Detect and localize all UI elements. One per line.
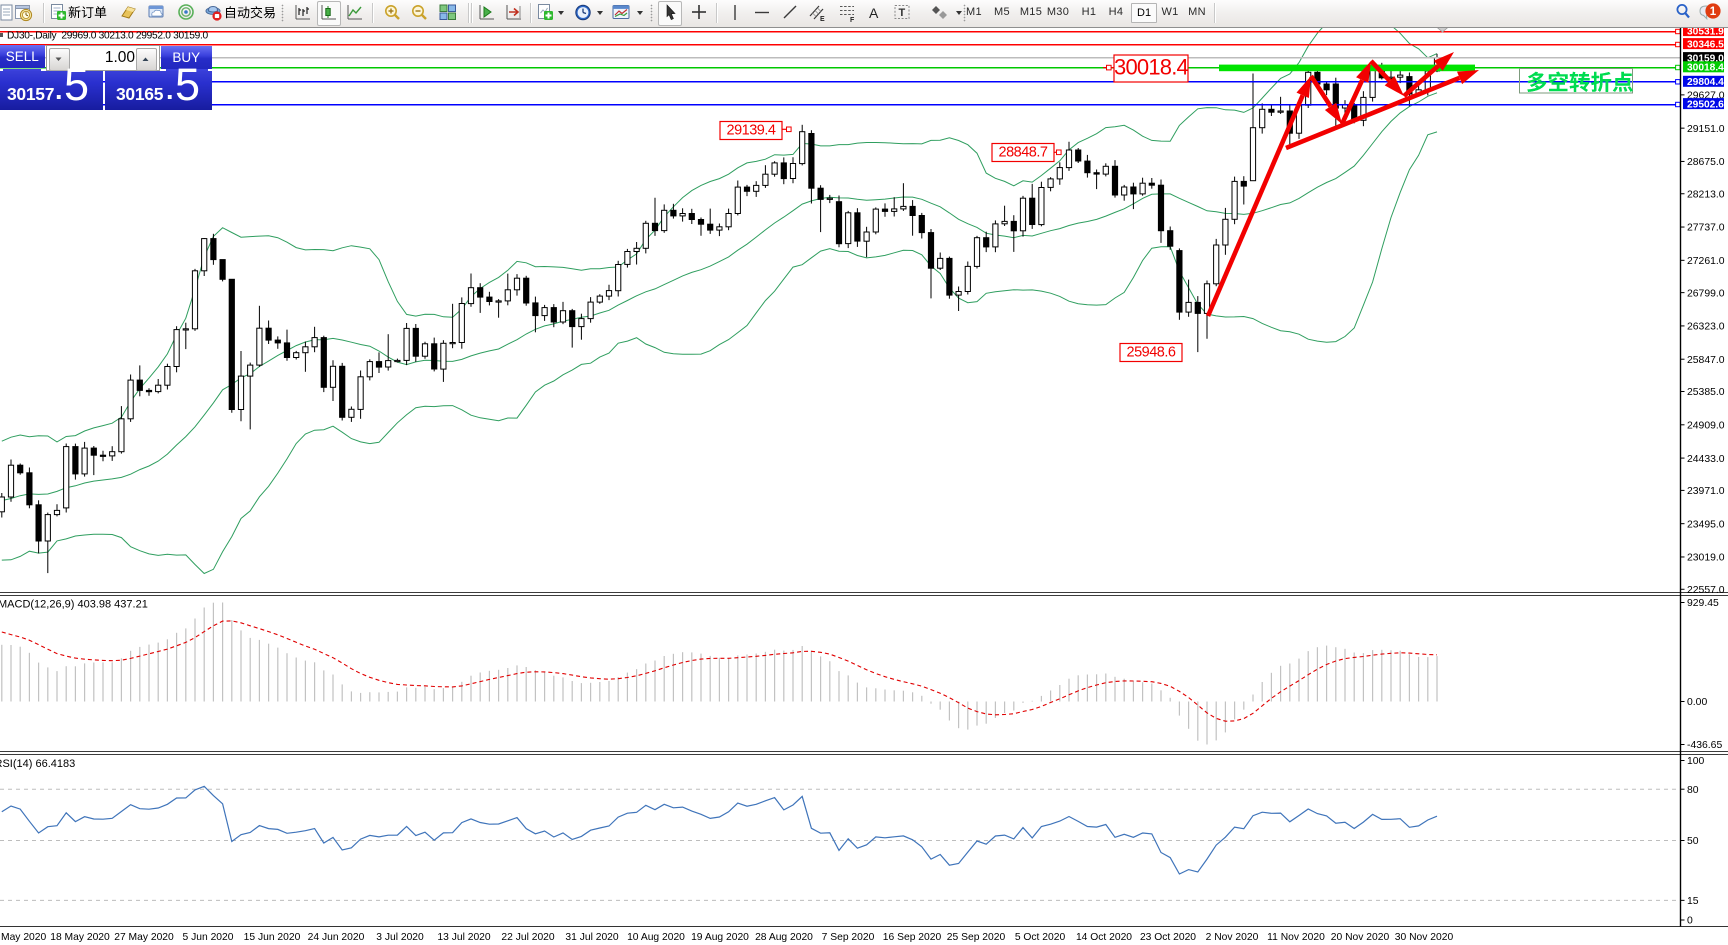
svg-text:E: E bbox=[820, 16, 825, 23]
svg-text:28213.0: 28213.0 bbox=[1687, 189, 1725, 200]
svg-text:23495.0: 23495.0 bbox=[1687, 519, 1725, 530]
svg-text:29627.0: 29627.0 bbox=[1687, 91, 1725, 102]
svg-text:27 May 2020: 27 May 2020 bbox=[114, 932, 174, 943]
svg-text:80: 80 bbox=[1687, 785, 1699, 796]
svg-text:1: 1 bbox=[1710, 6, 1717, 18]
svg-text:5 Oct 2020: 5 Oct 2020 bbox=[1015, 932, 1066, 943]
svg-text:24433.0: 24433.0 bbox=[1687, 454, 1725, 465]
svg-text:5 Jun 2020: 5 Jun 2020 bbox=[183, 932, 234, 943]
svg-text:MACD(12,26,9) 403.98 437.21: MACD(12,26,9) 403.98 437.21 bbox=[0, 599, 148, 611]
svg-text:13 Jul 2020: 13 Jul 2020 bbox=[437, 932, 491, 943]
svg-text:26323.0: 26323.0 bbox=[1687, 322, 1725, 333]
svg-text:18 May 2020: 18 May 2020 bbox=[50, 932, 110, 943]
svg-text:28848.7: 28848.7 bbox=[999, 144, 1048, 160]
svg-text:50: 50 bbox=[1687, 836, 1699, 847]
svg-text:29151.0: 29151.0 bbox=[1687, 124, 1725, 135]
svg-text:DJ30-,Daily 29969.0 30213.0 2: DJ30-,Daily 29969.0 30213.0 29952.0 3015… bbox=[7, 30, 209, 41]
svg-text:29139.4: 29139.4 bbox=[727, 122, 776, 138]
svg-text:24909.0: 24909.0 bbox=[1687, 421, 1725, 432]
svg-text:3 Jul 2020: 3 Jul 2020 bbox=[376, 932, 424, 943]
svg-text:30018.4: 30018.4 bbox=[1687, 63, 1724, 74]
svg-text:23019.0: 23019.0 bbox=[1687, 553, 1725, 564]
svg-text:24 Jun 2020: 24 Jun 2020 bbox=[308, 932, 365, 943]
svg-text:30159.0: 30159.0 bbox=[1687, 53, 1724, 64]
svg-text:25385.0: 25385.0 bbox=[1687, 387, 1725, 398]
svg-text:F: F bbox=[850, 17, 855, 23]
svg-text:19 Aug 2020: 19 Aug 2020 bbox=[691, 932, 749, 943]
svg-text:20 Nov 2020: 20 Nov 2020 bbox=[1331, 932, 1390, 943]
svg-text:30018.4: 30018.4 bbox=[1114, 54, 1188, 79]
svg-text:30 Nov 2020: 30 Nov 2020 bbox=[1395, 932, 1454, 943]
svg-text:28675.0: 28675.0 bbox=[1687, 157, 1725, 168]
svg-text:31 Jul 2020: 31 Jul 2020 bbox=[565, 932, 619, 943]
svg-text:May 2020: May 2020 bbox=[1, 932, 46, 943]
svg-text:30531.9: 30531.9 bbox=[1687, 26, 1724, 37]
svg-text:15: 15 bbox=[1687, 896, 1699, 907]
svg-text:25 Sep 2020: 25 Sep 2020 bbox=[947, 932, 1006, 943]
svg-text:27261.0: 27261.0 bbox=[1687, 256, 1725, 267]
svg-text:25847.0: 25847.0 bbox=[1687, 355, 1725, 366]
svg-text:28 Aug 2020: 28 Aug 2020 bbox=[755, 932, 813, 943]
svg-text:16 Sep 2020: 16 Sep 2020 bbox=[883, 932, 942, 943]
svg-text:14 Oct 2020: 14 Oct 2020 bbox=[1076, 932, 1132, 943]
svg-text:100: 100 bbox=[1687, 756, 1705, 767]
svg-text:0.00: 0.00 bbox=[1687, 697, 1707, 708]
svg-text:2 Nov 2020: 2 Nov 2020 bbox=[1206, 932, 1259, 943]
svg-text:25948.6: 25948.6 bbox=[1127, 344, 1176, 360]
svg-text:26799.0: 26799.0 bbox=[1687, 288, 1725, 299]
svg-text:15 Jun 2020: 15 Jun 2020 bbox=[244, 932, 301, 943]
svg-text:11 Nov 2020: 11 Nov 2020 bbox=[1267, 932, 1325, 943]
svg-text:29502.6: 29502.6 bbox=[1687, 99, 1724, 110]
svg-text:23 Oct 2020: 23 Oct 2020 bbox=[1140, 932, 1196, 943]
svg-text:23971.0: 23971.0 bbox=[1687, 486, 1725, 497]
svg-text:10 Aug 2020: 10 Aug 2020 bbox=[627, 932, 685, 943]
svg-text:27737.0: 27737.0 bbox=[1687, 223, 1725, 234]
svg-text:T: T bbox=[899, 7, 906, 19]
svg-text:929.45: 929.45 bbox=[1687, 598, 1719, 609]
svg-text:RSI(14) 66.4183: RSI(14) 66.4183 bbox=[0, 758, 75, 770]
svg-text:22 Jul 2020: 22 Jul 2020 bbox=[501, 932, 555, 943]
svg-text:29804.4: 29804.4 bbox=[1687, 77, 1724, 88]
svg-text:22557.0: 22557.0 bbox=[1687, 585, 1725, 596]
svg-text:7 Sep 2020: 7 Sep 2020 bbox=[822, 932, 875, 943]
svg-text:30346.5: 30346.5 bbox=[1687, 39, 1724, 50]
svg-text:-436.65: -436.65 bbox=[1687, 740, 1722, 751]
svg-text:0: 0 bbox=[1687, 916, 1693, 927]
